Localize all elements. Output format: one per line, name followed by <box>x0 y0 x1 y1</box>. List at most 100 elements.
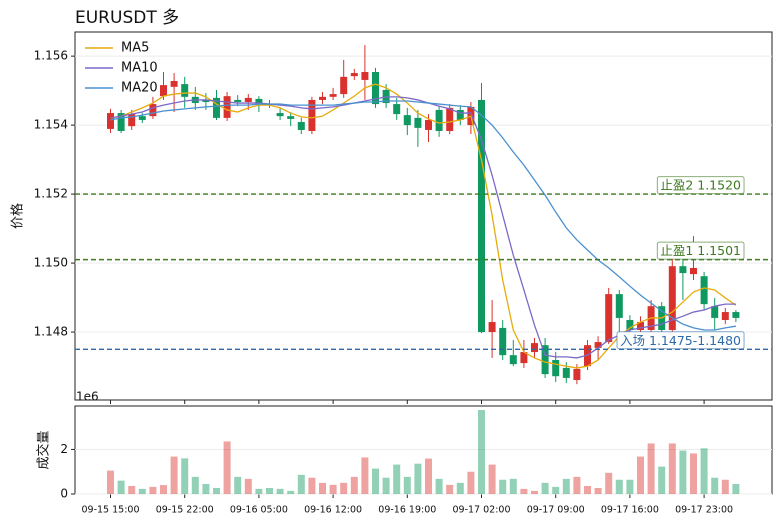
candle-body <box>573 368 581 380</box>
volume-bar <box>679 450 687 494</box>
candle-body <box>690 267 697 275</box>
candle-body <box>700 276 708 305</box>
price-panel <box>74 31 773 401</box>
volume-bar <box>138 488 146 494</box>
candle-body <box>425 119 432 130</box>
candle-body <box>562 367 570 378</box>
x-tick-label: 09-17 09:00 <box>527 505 585 516</box>
reference-label: 止盈2 1.1520 <box>660 178 741 193</box>
candle-body <box>605 294 613 343</box>
volume-bar <box>435 478 443 494</box>
candle-body <box>329 94 337 97</box>
candle-body <box>615 294 623 318</box>
x-tick-label: 09-16 05:00 <box>230 505 288 516</box>
legend-label: MA20 <box>121 81 158 96</box>
volume-axis-label: 成交量 <box>36 430 52 469</box>
x-tick-label: 09-16 19:00 <box>378 505 436 516</box>
volume-bar <box>637 456 644 494</box>
volume-bar <box>170 456 178 494</box>
volume-bar <box>690 453 697 494</box>
candle-body <box>234 99 242 103</box>
x-tick-label: 09-15 15:00 <box>81 505 139 516</box>
volume-bar <box>361 457 369 494</box>
volume-bar <box>319 482 326 494</box>
volume-bar <box>520 488 528 494</box>
y-tick-label: 1.148 <box>34 325 68 339</box>
candle-body <box>372 72 379 105</box>
volume-bar <box>446 484 454 494</box>
y-tick-label: 1.150 <box>34 256 68 270</box>
volume-bar <box>605 472 613 494</box>
candle-body <box>160 85 167 97</box>
legend-label: MA10 <box>121 61 158 76</box>
volume-bar <box>658 466 666 494</box>
volume-bar <box>149 486 157 494</box>
volume-bar <box>531 490 538 494</box>
volume-bar <box>478 410 485 494</box>
volume-bar <box>541 482 549 494</box>
candle-body <box>668 266 676 330</box>
candle-body <box>350 73 358 77</box>
candle-body <box>255 98 263 105</box>
candle-body <box>488 322 496 333</box>
volume-bar <box>509 478 517 494</box>
reference-label-box <box>616 331 745 350</box>
y-tick-label: 1.152 <box>34 187 68 201</box>
x-tick-label: 09-17 02:00 <box>452 505 510 516</box>
volume-bar <box>552 486 560 494</box>
candle-body <box>552 359 560 377</box>
volume-bar <box>711 477 719 494</box>
volume-bar <box>488 464 496 494</box>
candle-body <box>732 312 740 318</box>
candle-body <box>138 116 146 120</box>
candle-body <box>213 97 220 118</box>
volume-bar <box>128 485 136 494</box>
volume-bar <box>308 477 316 494</box>
candle-body <box>509 355 517 365</box>
candle-body <box>478 99 485 333</box>
candle-body <box>393 104 401 115</box>
y-tick-label: 0 <box>60 487 68 501</box>
candle-body <box>202 99 210 103</box>
y-tick-label: 1.154 <box>34 118 68 132</box>
reference-label: 入场 1.1475-1.1480 <box>620 333 741 348</box>
chart-title: EURUSDT 多 <box>75 8 179 28</box>
volume-bar <box>181 458 189 494</box>
candle-body <box>319 96 326 100</box>
reference-label: 止盈1 1.1501 <box>660 243 741 258</box>
volume-bar <box>350 476 358 494</box>
candle-body <box>223 96 231 118</box>
volume-bar <box>213 487 220 494</box>
volume-bar <box>117 480 125 494</box>
candle-body <box>128 114 136 127</box>
volume-bar <box>329 484 337 494</box>
candle-body <box>435 109 443 131</box>
volume-bar <box>382 477 390 494</box>
candle-body <box>287 116 295 119</box>
volume-bar <box>562 478 570 494</box>
volume-bar <box>266 487 273 494</box>
volume-bar <box>234 476 242 494</box>
volume-bar <box>255 488 263 494</box>
volume-bar <box>615 479 623 494</box>
candle-body <box>711 306 719 318</box>
volume-bar <box>668 443 676 494</box>
volume-bar <box>467 471 475 494</box>
volume-bar <box>160 485 167 494</box>
volume-bar <box>626 479 634 494</box>
x-tick-label: 09-17 23:00 <box>675 505 733 516</box>
volume-bar <box>584 485 591 494</box>
candle-body <box>594 342 602 348</box>
x-tick-label: 09-15 22:00 <box>156 505 214 516</box>
volume-bar <box>287 490 295 494</box>
ma-line <box>110 83 737 369</box>
volume-bar <box>340 482 348 494</box>
candle-body <box>679 266 687 274</box>
candle-body <box>297 122 305 130</box>
candle-body <box>244 97 252 103</box>
x-tick-label: 09-17 16:00 <box>601 505 659 516</box>
volume-bar <box>414 463 422 494</box>
candle-body <box>721 312 729 320</box>
candle-body <box>520 352 528 364</box>
